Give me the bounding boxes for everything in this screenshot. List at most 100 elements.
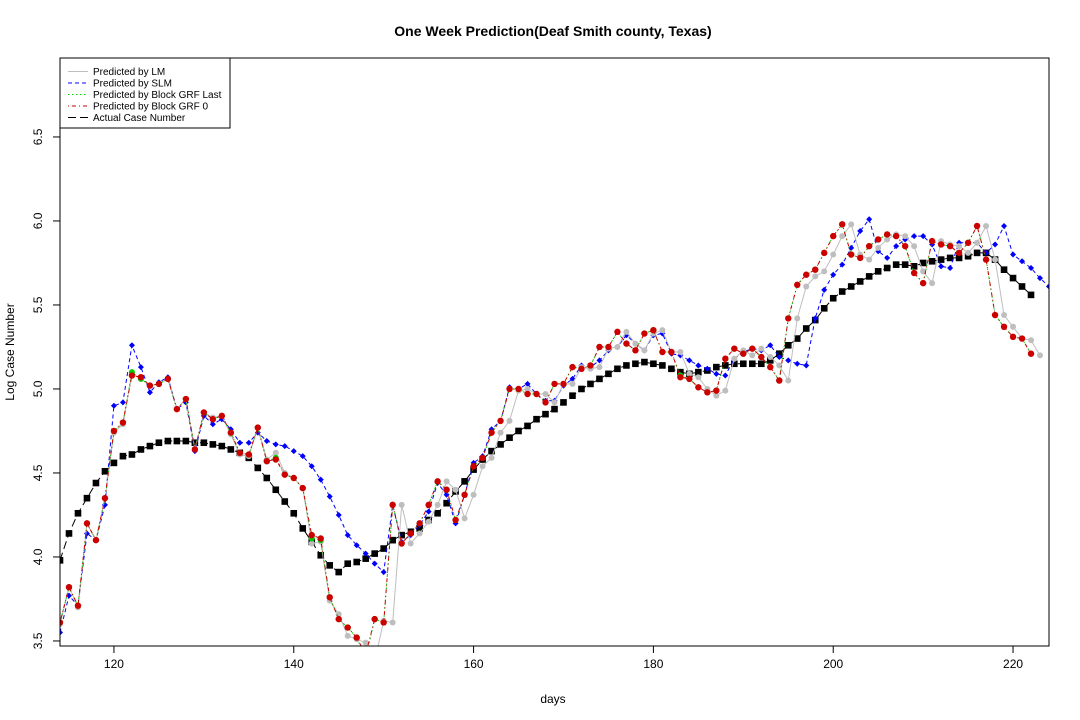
data-point-lm <box>641 347 648 354</box>
data-point-grf-0 <box>398 540 405 547</box>
data-point-slm <box>362 550 369 557</box>
data-point-slm <box>794 360 801 367</box>
data-point-actual <box>1018 283 1026 290</box>
data-point-grf-0 <box>542 399 549 406</box>
y-tick-label: 6.5 <box>31 128 45 145</box>
data-point-lm <box>830 251 837 258</box>
x-tick-label: 220 <box>1003 657 1023 671</box>
data-point-grf-0 <box>182 395 190 403</box>
data-point-grf-0 <box>191 446 199 453</box>
data-point-actual <box>326 562 334 569</box>
data-point-lm <box>506 417 513 424</box>
data-point-lm <box>344 632 351 639</box>
data-point-lm <box>372 658 378 664</box>
data-point-grf-0 <box>407 530 414 537</box>
data-point-slm <box>1019 258 1026 265</box>
data-point-grf-0 <box>281 471 288 478</box>
data-point-actual <box>542 410 549 418</box>
data-point-lm <box>875 244 882 251</box>
data-point-lm <box>731 355 738 362</box>
data-point-grf-0 <box>821 249 828 257</box>
data-point-actual <box>191 439 199 447</box>
data-point-actual <box>901 261 909 268</box>
data-point-actual <box>668 365 675 373</box>
data-point-grf-0 <box>892 232 900 240</box>
axes-layer: 120 140 160 180 200 220 3.5 4.0 4.5 5.0 5.5 6.0 6.5 <box>31 57 1050 671</box>
data-point-lm <box>497 429 504 436</box>
data-point-actual <box>865 273 873 280</box>
data-point-grf-0 <box>964 239 972 246</box>
data-point-grf-0 <box>713 387 720 394</box>
data-point-actual <box>856 278 864 285</box>
data-point-slm <box>911 233 918 240</box>
data-point-lm <box>848 221 855 228</box>
data-point-actual <box>60 557 64 564</box>
data-point-slm <box>803 362 810 369</box>
data-point-lm <box>929 280 936 287</box>
data-point-grf-0 <box>650 326 657 334</box>
data-point-lm <box>686 370 693 377</box>
data-point-grf-0 <box>173 405 181 413</box>
data-point-grf-0 <box>101 494 109 502</box>
data-point-slm <box>992 241 999 248</box>
data-point-actual <box>578 385 585 393</box>
plot-frame <box>59 57 1050 647</box>
data-point-grf-0 <box>200 409 208 416</box>
data-point-grf-0 <box>380 619 387 626</box>
data-point-grf-0 <box>434 478 441 485</box>
data-point-lm <box>956 243 963 250</box>
data-point-actual <box>596 375 603 383</box>
data-point-actual <box>353 558 360 566</box>
data-point-grf-0 <box>470 463 477 470</box>
data-point-grf-0 <box>785 315 792 322</box>
legend-item-label: Predicted by SLM <box>93 79 172 90</box>
data-point-actual <box>883 264 891 272</box>
data-point-lm <box>1037 352 1044 359</box>
data-point-grf-0 <box>353 634 360 641</box>
data-point-slm <box>776 354 783 361</box>
data-point-slm <box>209 421 216 428</box>
data-point-grf-0 <box>1000 323 1008 330</box>
data-point-grf-0 <box>686 375 693 383</box>
data-point-slm <box>425 508 432 515</box>
data-point-slm <box>1028 265 1035 271</box>
data-point-slm <box>326 493 333 500</box>
data-point-actual <box>731 360 738 368</box>
data-point-grf-0 <box>928 237 936 245</box>
data-point-grf-0 <box>164 375 172 383</box>
data-point-grf-0 <box>236 449 244 456</box>
series-layer <box>60 216 1049 664</box>
data-point-slm <box>938 263 945 270</box>
data-point-lm <box>542 391 549 397</box>
data-point-grf-0 <box>946 242 954 250</box>
data-point-grf-0 <box>128 372 136 379</box>
data-point-actual <box>623 362 630 369</box>
data-point-lm <box>821 268 828 275</box>
data-point-actual <box>182 437 190 445</box>
data-point-grf-0 <box>155 380 163 388</box>
data-point-actual <box>820 305 828 312</box>
data-point-grf-0 <box>848 251 855 258</box>
data-point-actual <box>443 499 450 507</box>
data-point-grf-0 <box>973 222 981 230</box>
data-point-actual <box>793 335 801 342</box>
data-point-actual <box>964 252 972 260</box>
data-point-lm <box>965 249 972 256</box>
data-point-lm <box>596 364 603 371</box>
data-point-actual <box>281 498 289 505</box>
data-point-slm <box>380 569 387 576</box>
y-axis-label: Log Case Number <box>3 303 17 400</box>
y-tick-label: 3.5 <box>31 632 45 649</box>
data-point-actual <box>892 261 900 268</box>
data-point-slm <box>119 399 126 406</box>
data-point-slm <box>236 439 243 446</box>
data-point-lm <box>479 463 486 470</box>
data-point-lm <box>758 345 765 352</box>
data-point-grf-0 <box>704 389 711 396</box>
data-point-actual <box>937 256 945 263</box>
data-point-lm <box>722 387 729 394</box>
data-point-grf-0 <box>659 348 666 356</box>
data-point-grf-0 <box>389 501 396 509</box>
data-point-actual <box>92 479 100 487</box>
data-point-actual <box>344 560 352 567</box>
